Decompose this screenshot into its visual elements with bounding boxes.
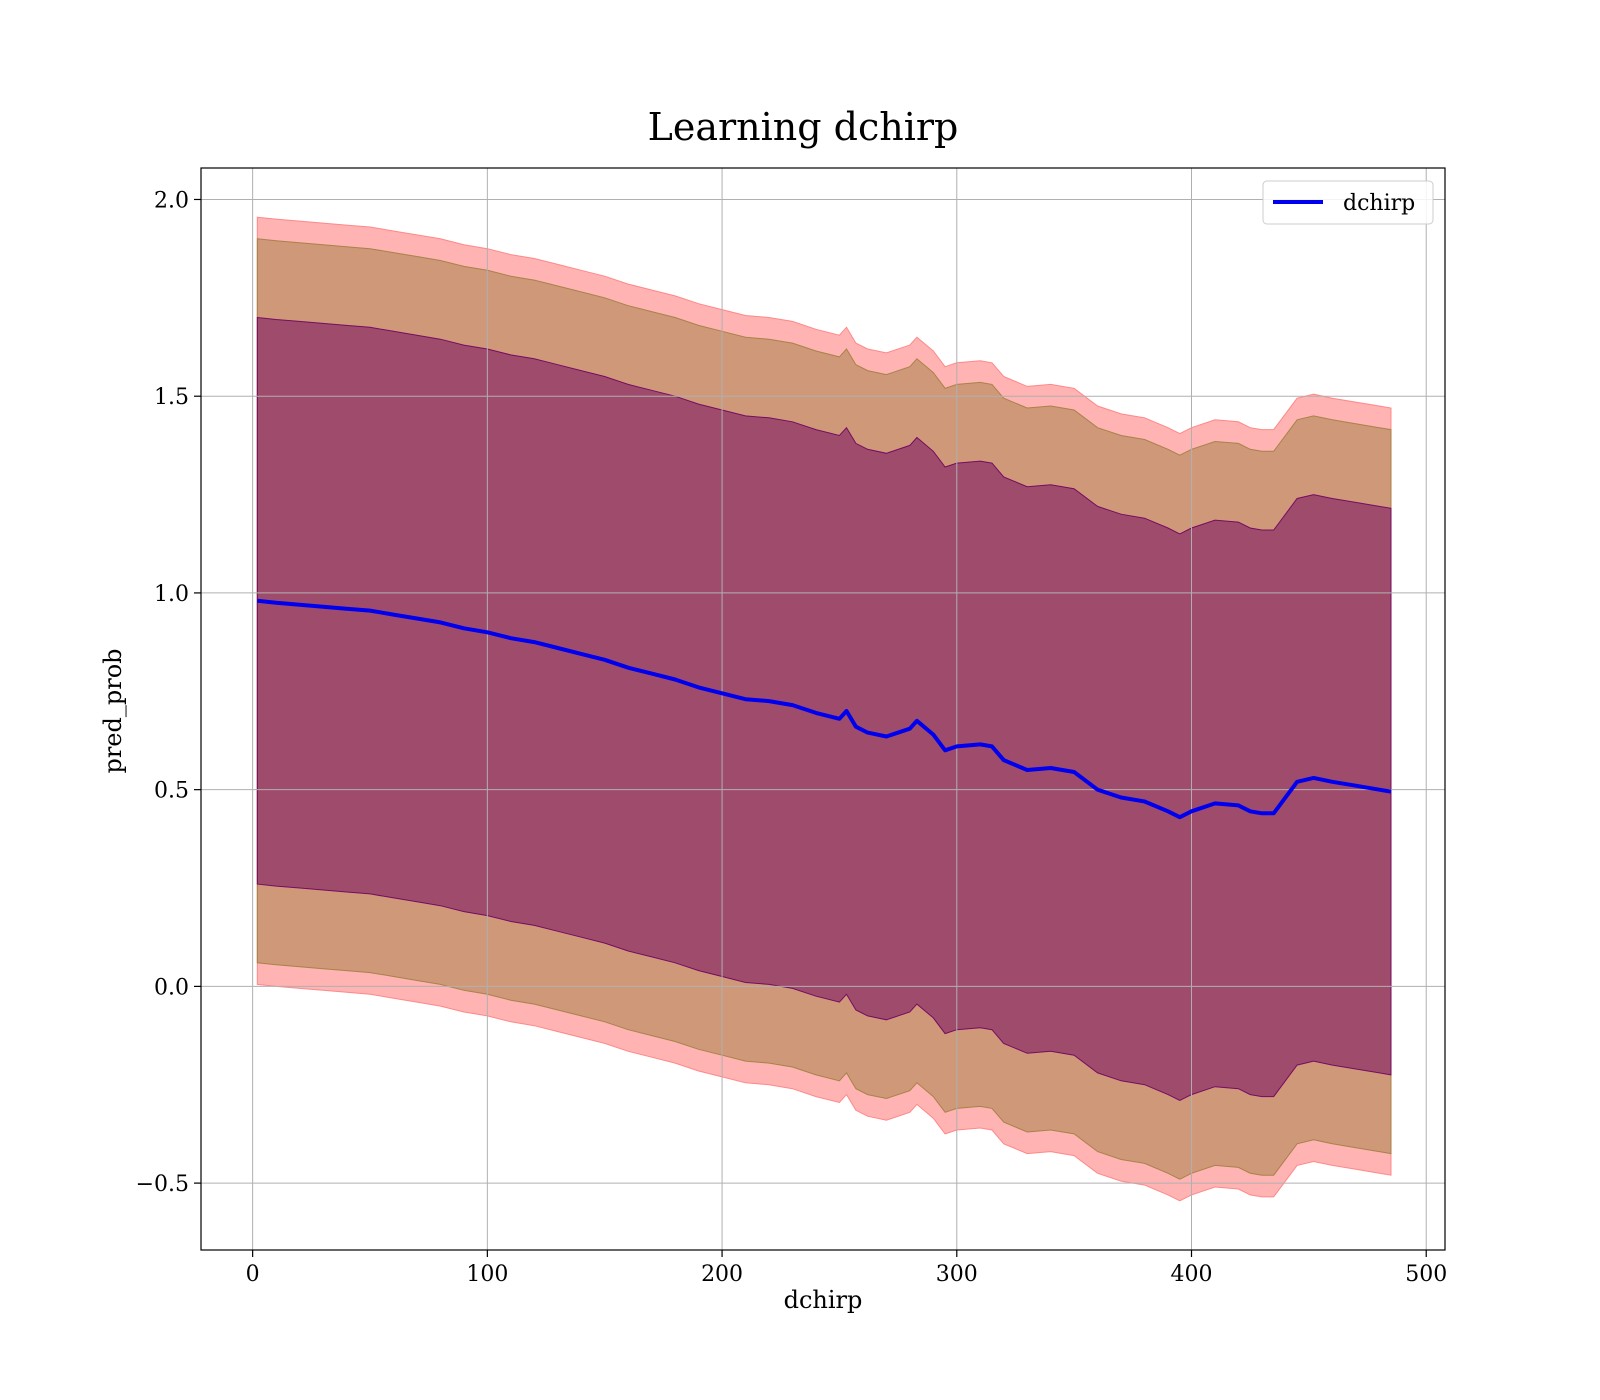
- plot-area: [200, 167, 1446, 1251]
- series-lines: [257, 598, 1392, 820]
- confidence-bands: [256, 216, 1392, 1202]
- y-tick-label: 0.0: [154, 975, 189, 1000]
- chart-title: Learning dchirp: [648, 105, 959, 149]
- x-tick-label: 300: [936, 1262, 978, 1287]
- x-axis-label: dchirp: [784, 1286, 863, 1314]
- grid: [201, 168, 1445, 1250]
- x-tick-label: 100: [466, 1262, 508, 1287]
- y-axis-label: pred_prob: [99, 648, 127, 773]
- plot-frame: [200, 167, 1446, 1251]
- legend: dchirp: [1262, 180, 1434, 225]
- y-tick-label: 0.5: [154, 779, 189, 804]
- series-line-dchirp: [257, 598, 1392, 820]
- band-2: [256, 316, 1392, 1102]
- x-tick-label: 0: [246, 1262, 260, 1287]
- legend-box: [1262, 180, 1434, 225]
- y-tick-label: 2.0: [154, 188, 189, 213]
- x-axis-ticks: 0 100 200 300 400 500: [246, 1250, 1447, 1287]
- x-tick-label: 400: [1171, 1262, 1213, 1287]
- y-axis-ticks: −0.5 0.0 0.5 1.0 1.5 2.0: [136, 188, 201, 1197]
- y-tick-label: −0.5: [136, 1172, 189, 1197]
- legend-label-dchirp: dchirp: [1343, 191, 1415, 216]
- x-tick-label: 500: [1405, 1262, 1447, 1287]
- x-tick-label: 200: [701, 1262, 743, 1287]
- y-tick-label: 1.5: [154, 385, 189, 410]
- y-tick-label: 1.0: [154, 582, 189, 607]
